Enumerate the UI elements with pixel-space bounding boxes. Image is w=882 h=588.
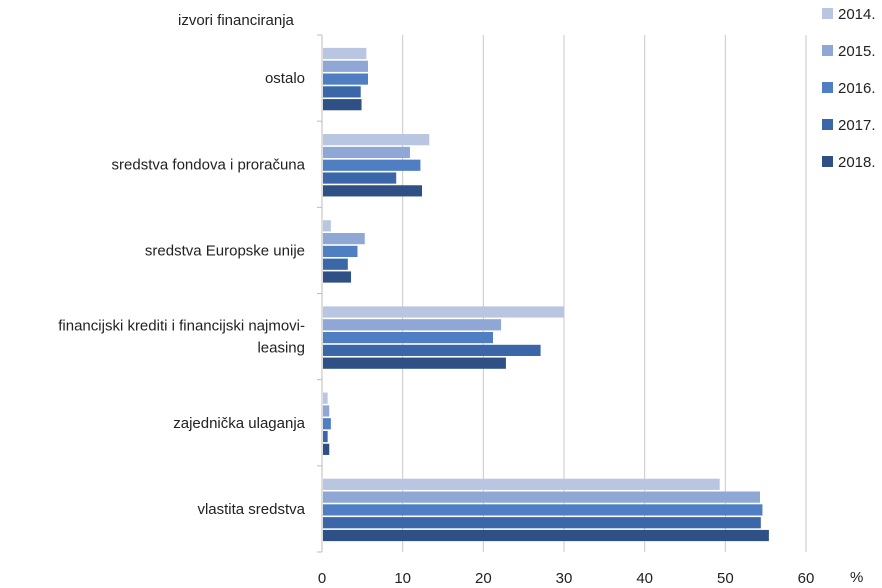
labels: izvori financiranja % 0 10 20 30 40 50 60 ostal…: [58, 12, 863, 587]
legend-label: 2018.: [838, 154, 876, 171]
bar: [323, 319, 502, 331]
x-tick-label: 10: [394, 570, 411, 587]
bar: [323, 146, 410, 159]
bar: [323, 491, 761, 503]
y-axis-title: izvori financiranja: [178, 12, 295, 29]
legend-swatch: [822, 82, 833, 93]
bar: [323, 392, 328, 404]
bar: [323, 357, 506, 369]
category-label: leasing: [257, 340, 305, 357]
category-label: ostalo: [265, 70, 305, 87]
bar: [323, 331, 494, 344]
bar: [323, 478, 720, 490]
category-label: vlastita sredstva: [197, 501, 305, 518]
bar: [323, 443, 330, 455]
legend-swatch: [822, 156, 833, 167]
bar: [323, 172, 397, 184]
bar: [323, 60, 368, 72]
legend-swatch: [822, 45, 833, 56]
grid-lines: [402, 35, 807, 552]
bar: [323, 529, 769, 542]
x-tick-label: 0: [318, 570, 326, 587]
bar: [323, 344, 541, 356]
bars: [323, 47, 769, 542]
legend-label: 2014.: [838, 6, 876, 23]
x-tick-label: 60: [798, 570, 815, 587]
bar: [323, 271, 352, 283]
bar: [323, 430, 328, 443]
x-axis-unit: %: [850, 569, 863, 586]
x-tick-label: 50: [717, 570, 734, 587]
bar: [323, 418, 331, 430]
bar: [323, 405, 330, 417]
x-tick-label: 40: [636, 570, 653, 587]
category-label: financijski krediti i financijski najmov…: [58, 318, 305, 335]
axes: [317, 34, 323, 553]
bar: [323, 99, 362, 111]
bar: [323, 220, 331, 232]
bar: [323, 86, 361, 98]
bar: [323, 245, 358, 258]
bar: [323, 47, 367, 60]
legend-label: 2017.: [838, 117, 876, 134]
legend-label: 2016.: [838, 80, 876, 97]
category-label: sredstva Europske unije: [145, 242, 305, 259]
legend-swatch: [822, 8, 833, 19]
bar: [323, 504, 763, 516]
bar: [323, 258, 348, 270]
bar: [323, 517, 761, 529]
bar: [323, 306, 564, 318]
bar: [323, 233, 365, 245]
bar: [323, 185, 423, 197]
legend-swatch: [822, 119, 833, 130]
bar: [323, 134, 430, 146]
bar: [323, 73, 368, 85]
legend-label: 2015.: [838, 43, 876, 60]
category-label: zajednička ulaganja: [173, 415, 305, 432]
bar: [323, 159, 421, 171]
category-label: sredstva fondova i proračuna: [112, 156, 306, 173]
x-tick-label: 30: [556, 570, 573, 587]
legend: 2014. 2015. 2016. 2017. 2018.: [822, 6, 876, 171]
x-tick-label: 20: [475, 570, 492, 587]
